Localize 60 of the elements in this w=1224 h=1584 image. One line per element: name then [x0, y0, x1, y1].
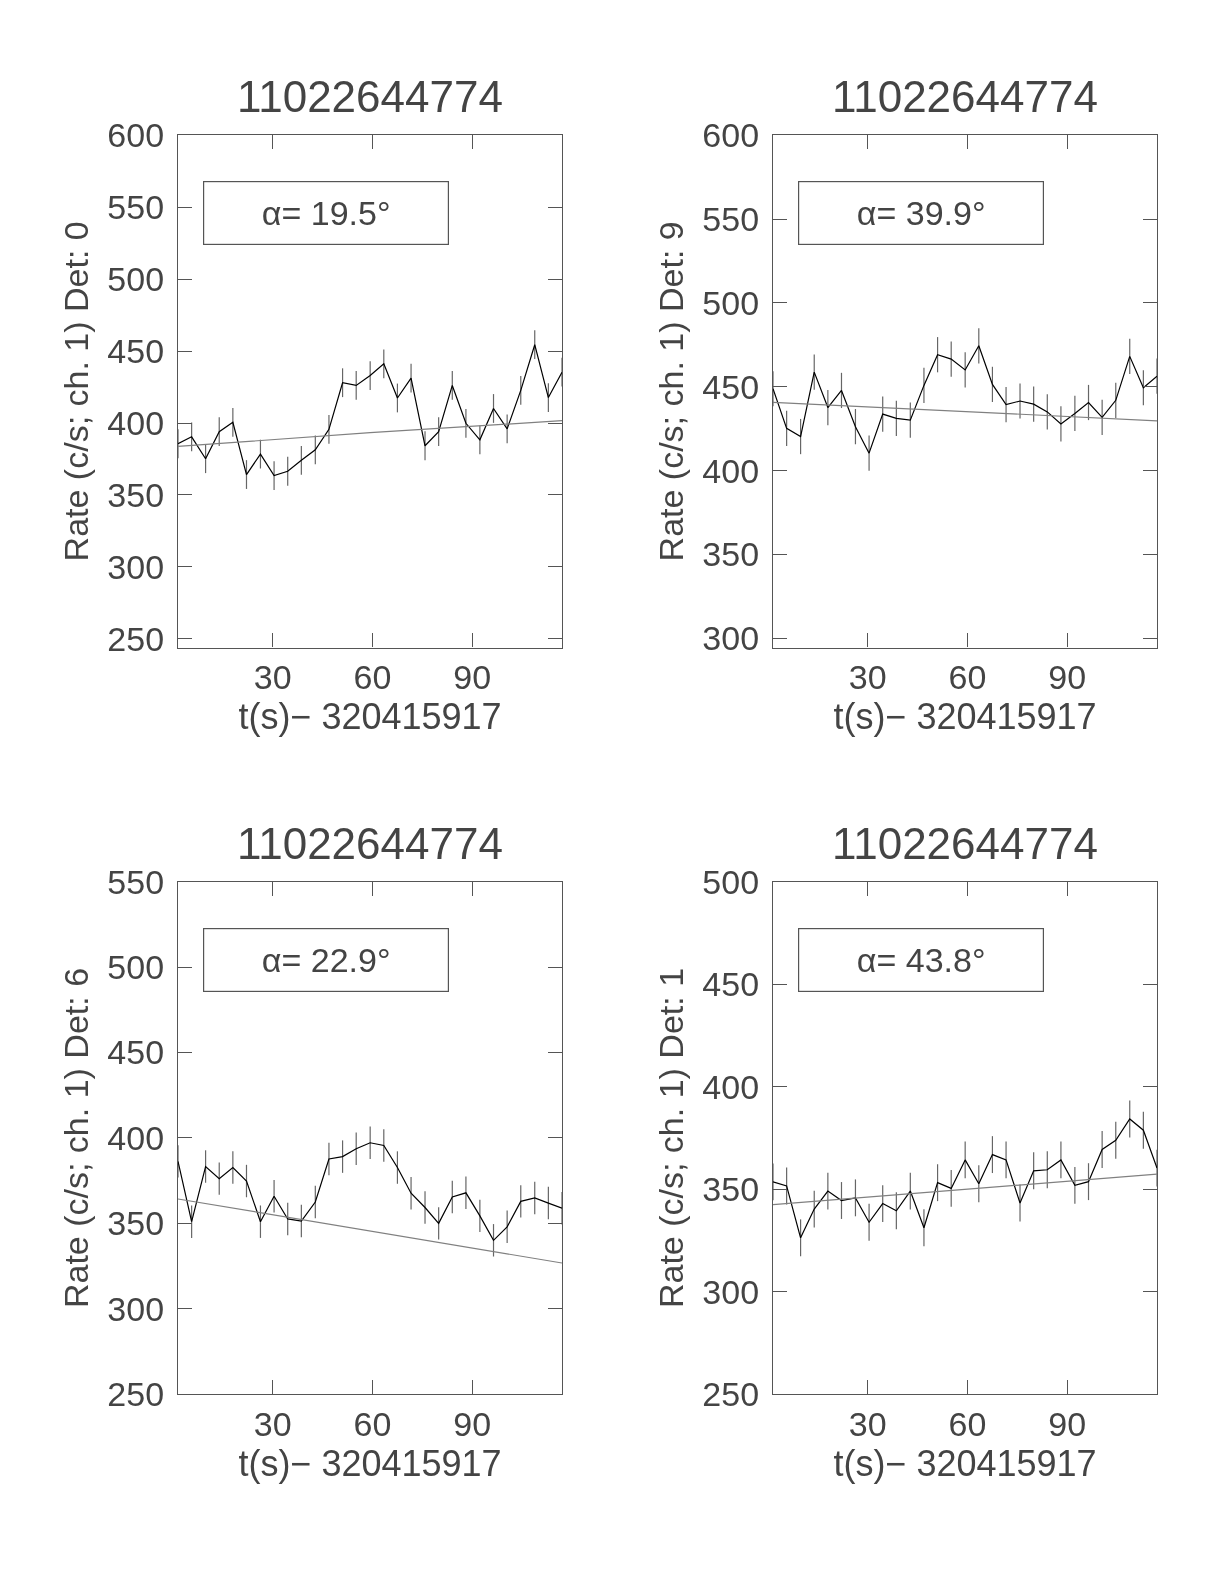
- y-tick-label: 350: [702, 535, 760, 574]
- x-tick-label: 30: [848, 658, 887, 697]
- y-tick-label: 450: [702, 367, 760, 406]
- y-axis-title: Rate (c/s; ch. 1) Det: 6: [56, 967, 95, 1309]
- annotation: α= 19.5°: [261, 194, 391, 233]
- y-tick-label: 500: [702, 862, 760, 901]
- x-tick-label: 90: [453, 1405, 492, 1444]
- y-tick-label: 350: [107, 1204, 165, 1243]
- x-tick-label: 90: [1048, 1405, 1087, 1444]
- y-tick-label: 600: [702, 116, 760, 155]
- y-tick-label: 500: [107, 948, 165, 987]
- x-tick-label: 60: [948, 658, 987, 697]
- y-tick-label: 300: [702, 619, 760, 658]
- x-tick-label: 30: [253, 658, 292, 697]
- y-axis-title: Rate (c/s; ch. 1) Det: 9: [651, 221, 690, 562]
- x-tick-label: 30: [253, 1405, 292, 1444]
- y-tick-label: 450: [107, 1033, 165, 1072]
- x-axis-title: t(s)− 320415917: [238, 1443, 502, 1485]
- y-axis-title: Rate (c/s; ch. 1) Det: 0: [56, 221, 95, 562]
- y-tick-label: 550: [702, 199, 760, 238]
- y-tick-label: 250: [107, 619, 165, 658]
- chart-title: 11022644774: [832, 72, 1098, 121]
- y-tick-label: 450: [702, 965, 760, 1004]
- y-tick-label: 250: [107, 1375, 165, 1414]
- x-tick-label: 90: [453, 658, 492, 697]
- x-tick-label: 60: [353, 658, 392, 697]
- y-tick-label: 600: [107, 116, 165, 155]
- y-tick-label: 350: [702, 1170, 760, 1209]
- y-tick-label: 400: [107, 403, 165, 442]
- line-series: [773, 1118, 1157, 1239]
- y-tick-label: 550: [107, 862, 165, 901]
- x-axis-title: t(s)− 320415917: [238, 696, 502, 738]
- y-tick-label: 400: [702, 1067, 760, 1106]
- x-axis-title: t(s)− 320415917: [833, 1443, 1097, 1485]
- y-tick-label: 450: [107, 331, 165, 370]
- line-series: [773, 345, 1157, 454]
- annotation: α= 39.9°: [856, 194, 986, 233]
- annotation: α= 22.9°: [261, 941, 391, 980]
- y-tick-label: 500: [107, 259, 165, 298]
- chart-title: 11022644774: [237, 819, 503, 868]
- x-tick-label: 60: [353, 1405, 392, 1444]
- line-series: [178, 344, 562, 477]
- x-tick-label: 60: [948, 1405, 987, 1444]
- y-tick-label: 400: [702, 451, 760, 490]
- y-tick-label: 400: [107, 1118, 165, 1157]
- annotation: α= 43.8°: [856, 941, 986, 980]
- y-tick-label: 350: [107, 475, 165, 514]
- y-tick-label: 500: [702, 283, 760, 322]
- x-tick-label: 30: [848, 1405, 887, 1444]
- y-tick-label: 300: [702, 1272, 760, 1311]
- chart-title: 11022644774: [237, 72, 503, 121]
- chart-title: 11022644774: [832, 819, 1098, 868]
- x-axis-title: t(s)− 320415917: [833, 696, 1097, 738]
- y-axis-title: Rate (c/s; ch. 1) Det: 1: [651, 967, 690, 1309]
- y-tick-label: 250: [702, 1375, 760, 1414]
- x-tick-label: 90: [1048, 658, 1087, 697]
- y-tick-label: 300: [107, 1289, 165, 1328]
- y-tick-label: 300: [107, 547, 165, 586]
- line-series: [178, 1142, 562, 1241]
- y-tick-label: 550: [107, 188, 165, 227]
